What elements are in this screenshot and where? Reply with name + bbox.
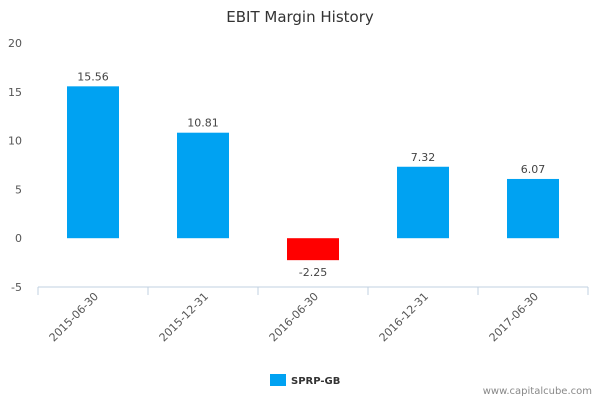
y-tick-label: 10	[8, 135, 22, 148]
data-label: 7.32	[411, 151, 436, 164]
y-tick-label: 20	[8, 37, 22, 50]
bar	[67, 86, 119, 239]
bar	[287, 238, 339, 261]
x-tick-label: 2015-12-31	[157, 290, 211, 344]
y-tick-label: 15	[8, 86, 22, 99]
bar	[507, 178, 559, 239]
bar	[397, 166, 449, 239]
x-tick-label: 2017-06-30	[487, 290, 541, 344]
data-label: -2.25	[299, 266, 327, 279]
legend[interactable]: SPRP-GB	[270, 374, 340, 387]
x-tick-label: 2016-12-31	[377, 290, 431, 344]
legend-label: SPRP-GB	[291, 376, 340, 387]
y-axis-ticks: -5 0 5 10 15 20	[8, 37, 22, 294]
bars	[67, 86, 559, 261]
x-tick-label: 2016-06-30	[267, 290, 321, 344]
credit-text: www.capitalcube.com	[483, 386, 592, 397]
y-tick-label: -5	[11, 281, 22, 294]
data-label: 6.07	[521, 163, 546, 176]
x-tick-label: 2015-06-30	[47, 290, 101, 344]
chart-title: EBIT Margin History	[226, 8, 374, 26]
data-labels: 15.56 10.81 -2.25 7.32 6.07	[77, 70, 545, 279]
bar	[177, 132, 229, 239]
data-label: 15.56	[77, 70, 109, 83]
legend-swatch	[270, 374, 286, 386]
y-tick-label: 5	[15, 183, 22, 196]
x-axis-ticks: 2015-06-30 2015-12-31 2016-06-30 2016-12-31…	[37, 287, 589, 344]
data-label: 10.81	[187, 117, 219, 130]
y-tick-label: 0	[15, 232, 22, 245]
